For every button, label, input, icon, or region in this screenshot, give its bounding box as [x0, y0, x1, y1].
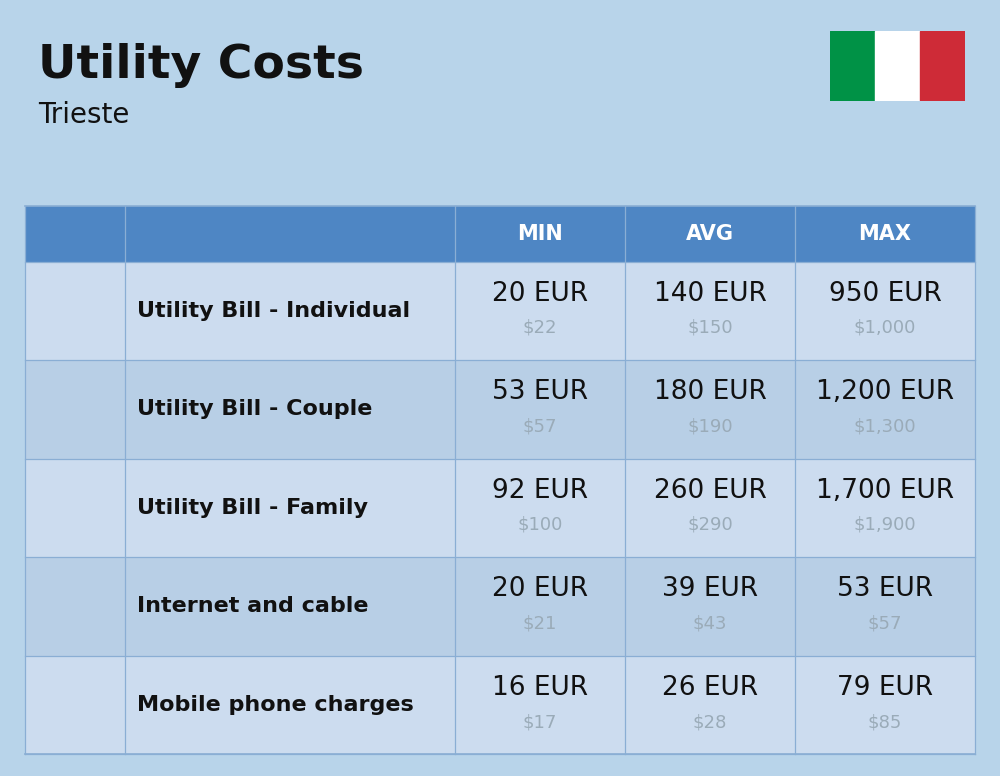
FancyBboxPatch shape [36, 410, 72, 437]
Text: Trieste: Trieste [38, 101, 129, 129]
Text: $28: $28 [693, 713, 727, 731]
Circle shape [70, 387, 80, 395]
Circle shape [66, 290, 84, 303]
Text: $17: $17 [523, 713, 557, 731]
Text: 16 EUR: 16 EUR [492, 675, 588, 701]
Text: $21: $21 [523, 615, 557, 632]
Text: 1,700 EUR: 1,700 EUR [816, 478, 954, 504]
Bar [875, 31, 920, 101]
FancyBboxPatch shape [49, 676, 101, 734]
Bar [81, 704, 88, 709]
Text: Utility Costs: Utility Costs [38, 43, 364, 88]
Text: 26 EUR: 26 EUR [662, 675, 758, 701]
FancyBboxPatch shape [36, 508, 72, 535]
Text: Utility Bill - Couple: Utility Bill - Couple [137, 400, 372, 419]
Bar [71, 696, 78, 702]
Text: $290: $290 [687, 516, 733, 534]
Text: 53 EUR: 53 EUR [492, 379, 588, 405]
Text: 140 EUR: 140 EUR [654, 281, 766, 307]
Circle shape [66, 487, 84, 501]
Text: 53 EUR: 53 EUR [837, 577, 933, 602]
Circle shape [70, 486, 80, 494]
Bar [61, 704, 68, 709]
FancyBboxPatch shape [74, 410, 110, 437]
Text: $190: $190 [687, 417, 733, 435]
FancyBboxPatch shape [74, 508, 110, 535]
FancyBboxPatch shape [43, 611, 107, 632]
FancyBboxPatch shape [50, 381, 100, 409]
Text: $100: $100 [517, 516, 563, 534]
FancyBboxPatch shape [50, 480, 100, 508]
Text: 39 EUR: 39 EUR [662, 577, 758, 602]
Circle shape [66, 389, 84, 402]
Text: $1,000: $1,000 [854, 319, 916, 337]
Text: Utility Bill - Individual: Utility Bill - Individual [137, 301, 410, 320]
Circle shape [71, 619, 79, 625]
Bar [81, 696, 88, 702]
Circle shape [70, 289, 80, 297]
Text: AVG: AVG [686, 223, 734, 244]
Text: $85: $85 [868, 713, 902, 731]
Text: Mobile phone charges: Mobile phone charges [137, 695, 414, 715]
Text: 92 EUR: 92 EUR [492, 478, 588, 504]
Circle shape [71, 490, 79, 497]
Circle shape [71, 392, 79, 399]
Text: 260 EUR: 260 EUR [654, 478, 766, 504]
Bar [71, 712, 78, 717]
Text: $1,300: $1,300 [854, 417, 916, 435]
Text: 950 EUR: 950 EUR [829, 281, 941, 307]
Circle shape [72, 725, 78, 729]
Text: $1,900: $1,900 [854, 516, 916, 534]
Bar [830, 31, 875, 101]
Text: $43: $43 [693, 615, 727, 632]
Circle shape [72, 608, 78, 613]
Bar [61, 696, 68, 702]
Text: $57: $57 [868, 615, 902, 632]
Text: 180 EUR: 180 EUR [654, 379, 766, 405]
Text: $22: $22 [523, 319, 557, 337]
FancyBboxPatch shape [58, 688, 92, 723]
Text: 79 EUR: 79 EUR [837, 675, 933, 701]
Text: $57: $57 [523, 417, 557, 435]
Text: 20 EUR: 20 EUR [492, 577, 588, 602]
Text: Utility Bill - Family: Utility Bill - Family [137, 498, 368, 518]
Circle shape [71, 293, 79, 300]
Text: 20 EUR: 20 EUR [492, 281, 588, 307]
FancyBboxPatch shape [50, 283, 100, 311]
Bar [920, 31, 965, 101]
Text: MAX: MAX [858, 223, 912, 244]
FancyBboxPatch shape [36, 311, 72, 338]
FancyBboxPatch shape [74, 311, 110, 338]
Text: MIN: MIN [517, 223, 563, 244]
Text: Internet and cable: Internet and cable [137, 597, 368, 616]
Text: $150: $150 [687, 319, 733, 337]
Text: 1,200 EUR: 1,200 EUR [816, 379, 954, 405]
Bar [61, 712, 68, 717]
Bar [71, 704, 78, 709]
